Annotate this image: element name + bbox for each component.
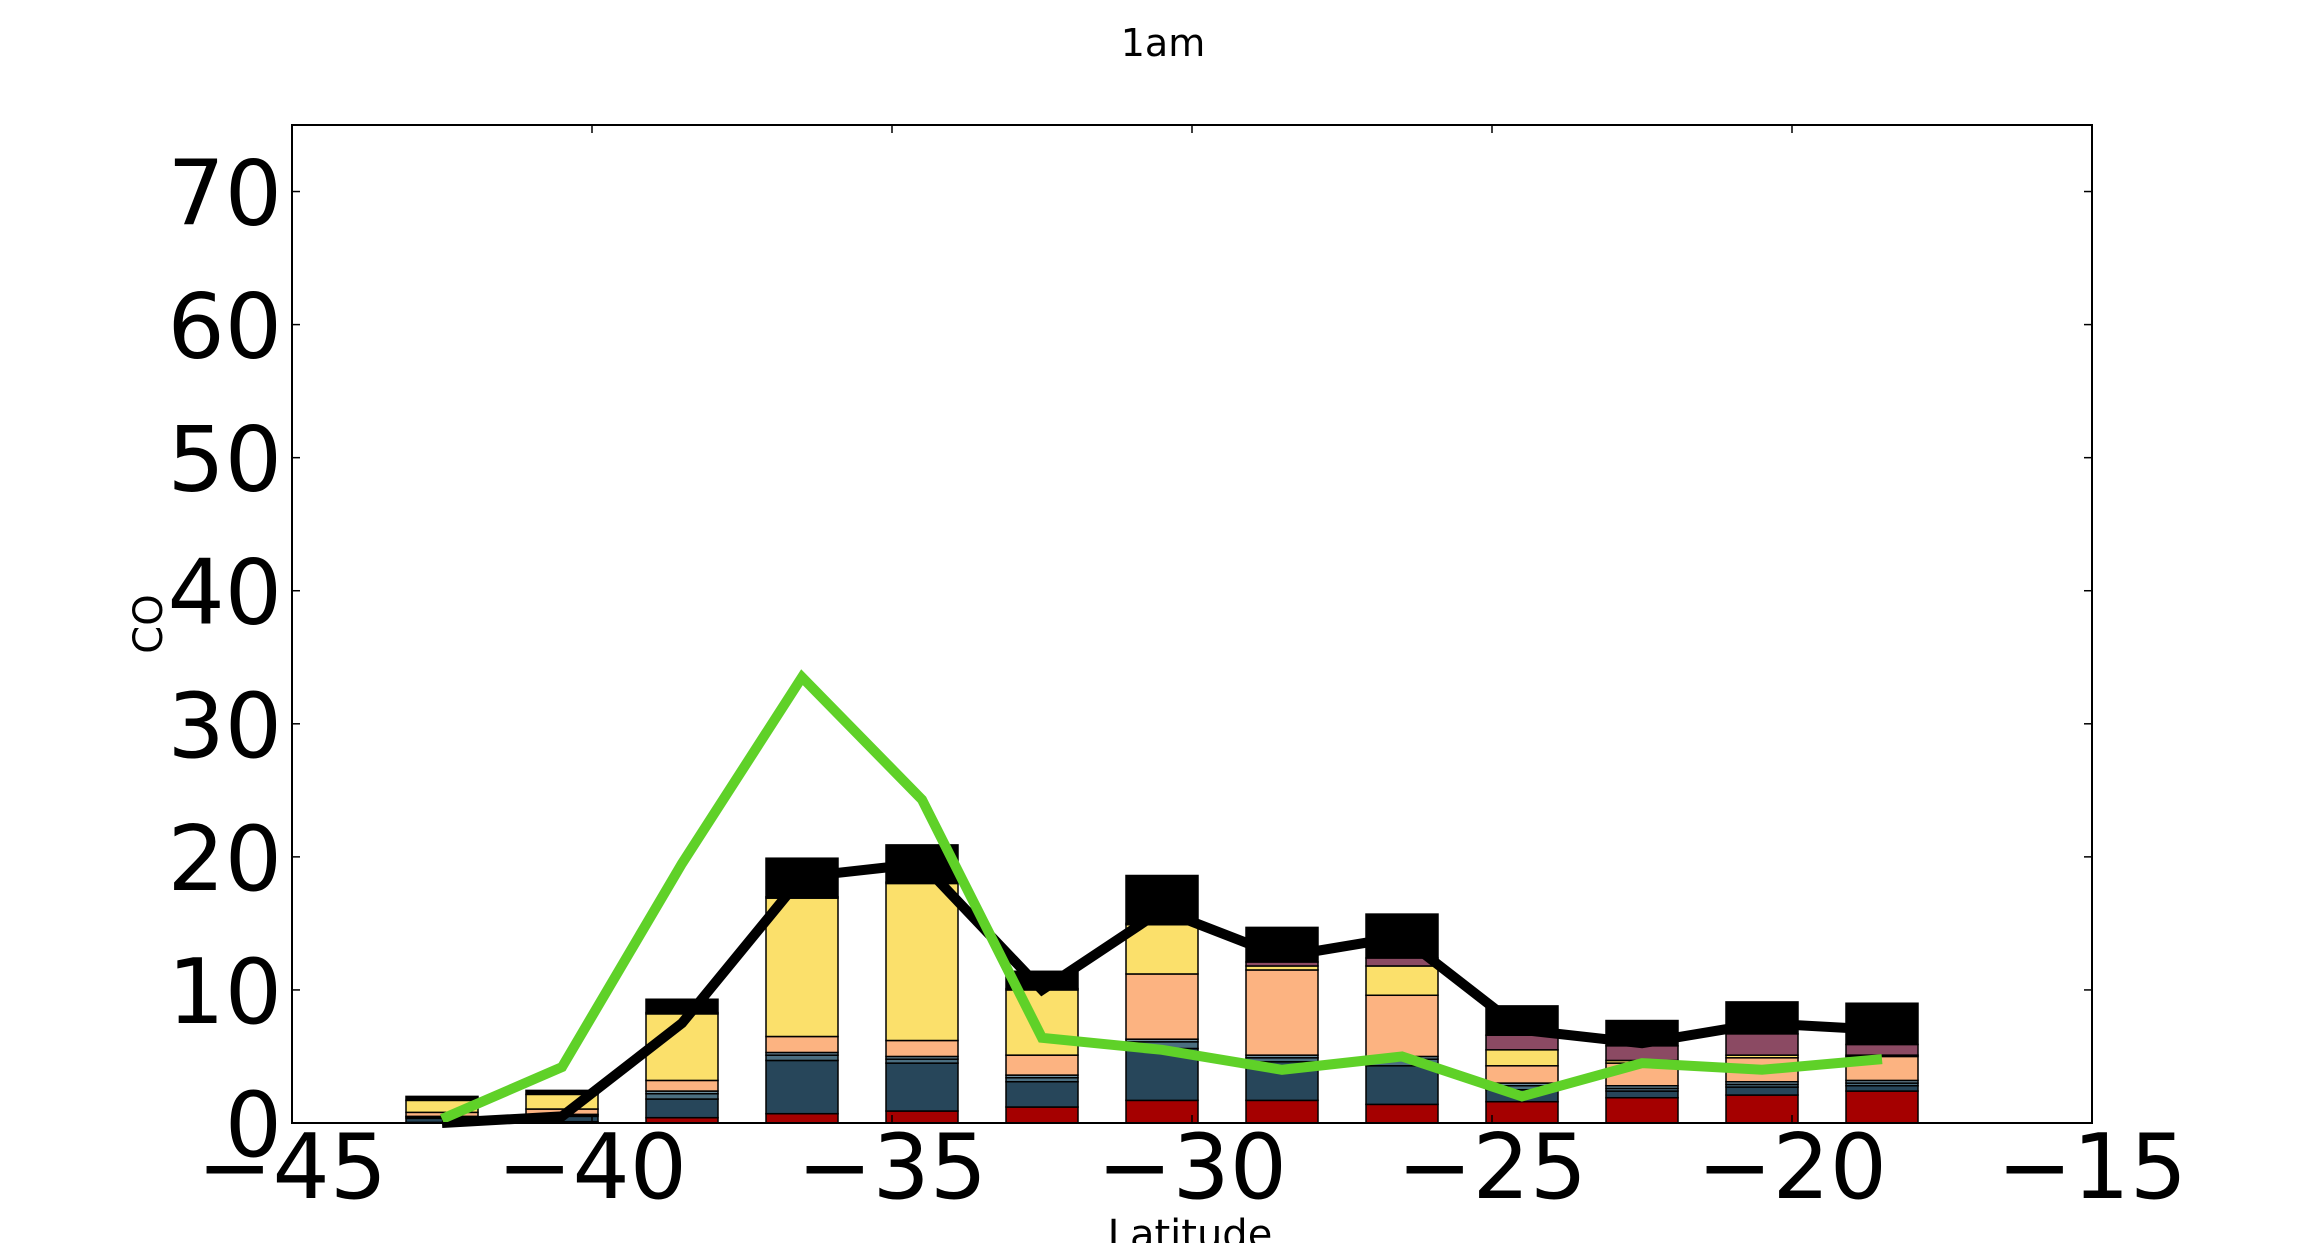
x-tick-labels: −45 −40 −35 −30 −25 −20 −15 bbox=[197, 1115, 2187, 1220]
y-tick-label: 10 bbox=[167, 940, 282, 1045]
bar-segment bbox=[885, 1062, 959, 1112]
bar-segment bbox=[1125, 973, 1199, 1040]
x-tick-label: −35 bbox=[797, 1115, 987, 1220]
y-tick-label: 70 bbox=[167, 142, 282, 247]
bar-segment bbox=[1365, 965, 1439, 997]
bar-segment bbox=[1725, 1086, 1799, 1096]
bar-segment bbox=[1125, 923, 1199, 975]
bar-segment bbox=[405, 1095, 479, 1102]
x-axis-label: Latitude bbox=[1108, 1212, 1273, 1243]
y-tick-label: 20 bbox=[167, 807, 282, 912]
bar-segment bbox=[1725, 1033, 1799, 1056]
bar-segment bbox=[1605, 1096, 1679, 1124]
black-series-line bbox=[441, 858, 1883, 1128]
y-tick-label: 0 bbox=[225, 1073, 282, 1178]
y-tick-label: 40 bbox=[167, 541, 282, 646]
bar-segment bbox=[1845, 1043, 1919, 1056]
x-tick-label: −20 bbox=[1697, 1115, 1887, 1220]
bar-segment bbox=[765, 897, 839, 1038]
bar-segment bbox=[1365, 994, 1439, 1058]
chart-title: 1am bbox=[1121, 21, 1205, 65]
y-tick-label: 60 bbox=[167, 275, 282, 380]
bar-segment bbox=[1605, 1090, 1679, 1099]
bar-segment bbox=[645, 998, 719, 1014]
bar-segment bbox=[1485, 1049, 1559, 1067]
green-series-line bbox=[440, 669, 1883, 1124]
series-lines bbox=[440, 669, 1883, 1128]
bar-segment bbox=[1365, 1065, 1439, 1106]
bar-segment bbox=[885, 882, 959, 1042]
y-tick-label: 30 bbox=[167, 674, 282, 779]
axis-ticks bbox=[291, 125, 2093, 1124]
bar-segment bbox=[1245, 969, 1319, 1056]
x-tick-label: −25 bbox=[1397, 1115, 1587, 1220]
bar-segment bbox=[885, 1039, 959, 1058]
bar-segment bbox=[1845, 1084, 1919, 1092]
y-axis-label: CO bbox=[126, 594, 172, 653]
bar-segment bbox=[765, 1035, 839, 1054]
x-tick-label: −30 bbox=[1097, 1115, 1287, 1220]
bar-segment bbox=[765, 1059, 839, 1115]
bar-segment bbox=[645, 1092, 719, 1100]
bar-segment bbox=[1005, 1106, 1079, 1124]
bar-segment bbox=[765, 1054, 839, 1062]
x-tick-label: −45 bbox=[197, 1115, 387, 1220]
y-tick-label: 50 bbox=[167, 408, 282, 513]
bar-segment bbox=[1485, 1065, 1559, 1084]
stacked-bars bbox=[405, 844, 1919, 1124]
bar-segment bbox=[1005, 1054, 1079, 1076]
x-tick-label: −15 bbox=[1997, 1115, 2187, 1220]
y-tick-labels: 0 10 20 30 40 50 60 70 bbox=[167, 142, 282, 1178]
bar-segment bbox=[645, 1079, 719, 1092]
bar-segment bbox=[1005, 1080, 1079, 1108]
x-tick-label: −40 bbox=[497, 1115, 687, 1220]
